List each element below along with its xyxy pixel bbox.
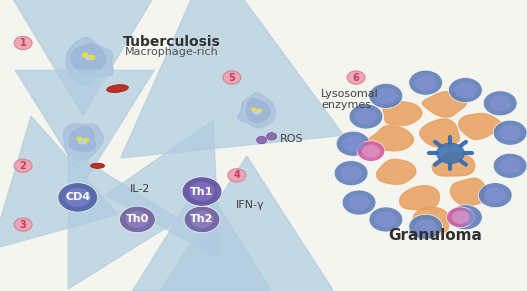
Ellipse shape	[91, 163, 104, 168]
Circle shape	[375, 211, 397, 228]
Circle shape	[334, 161, 368, 186]
Text: Tuberculosis: Tuberculosis	[123, 35, 221, 49]
Circle shape	[258, 109, 261, 112]
Polygon shape	[423, 92, 466, 117]
Circle shape	[348, 194, 370, 211]
Circle shape	[448, 205, 482, 230]
Polygon shape	[247, 99, 270, 123]
Ellipse shape	[253, 109, 260, 114]
Text: Lysosomal
enzymes: Lysosomal enzymes	[321, 89, 379, 110]
Polygon shape	[399, 186, 440, 210]
Circle shape	[77, 137, 82, 140]
Circle shape	[454, 82, 476, 98]
Circle shape	[357, 141, 385, 162]
Text: IL-2: IL-2	[130, 184, 151, 194]
Circle shape	[223, 71, 241, 84]
Polygon shape	[71, 44, 106, 74]
Circle shape	[90, 56, 95, 60]
Circle shape	[355, 109, 377, 125]
Circle shape	[415, 74, 436, 91]
Circle shape	[120, 206, 155, 233]
Circle shape	[342, 190, 376, 215]
Circle shape	[489, 95, 511, 111]
Circle shape	[448, 78, 482, 102]
Circle shape	[228, 169, 246, 182]
Circle shape	[252, 108, 256, 111]
Circle shape	[14, 159, 32, 172]
Polygon shape	[63, 124, 103, 161]
Circle shape	[454, 209, 476, 225]
Polygon shape	[368, 126, 414, 151]
Text: CD4: CD4	[65, 192, 91, 203]
Text: 6: 6	[353, 72, 359, 83]
Circle shape	[375, 88, 397, 104]
Circle shape	[342, 136, 364, 152]
Circle shape	[126, 211, 149, 228]
Text: 1: 1	[19, 38, 26, 48]
Circle shape	[184, 206, 220, 233]
Text: Th0: Th0	[126, 214, 149, 224]
Ellipse shape	[79, 139, 87, 144]
Polygon shape	[458, 113, 502, 139]
Text: ROS: ROS	[279, 134, 303, 143]
Polygon shape	[413, 207, 448, 235]
Circle shape	[446, 207, 474, 228]
Polygon shape	[238, 93, 276, 128]
Circle shape	[369, 84, 403, 109]
Circle shape	[369, 207, 403, 232]
Text: 2: 2	[19, 161, 26, 171]
Polygon shape	[383, 102, 422, 125]
Circle shape	[347, 71, 365, 84]
Circle shape	[65, 188, 91, 207]
Text: Th1: Th1	[190, 187, 213, 196]
Text: Th2: Th2	[190, 214, 213, 224]
Circle shape	[14, 36, 32, 50]
Circle shape	[451, 211, 470, 224]
Circle shape	[182, 177, 222, 206]
Polygon shape	[432, 152, 475, 176]
Ellipse shape	[86, 56, 93, 60]
Text: 4: 4	[233, 170, 240, 180]
Circle shape	[436, 143, 464, 164]
Text: Macrophage-rich: Macrophage-rich	[125, 47, 219, 57]
Circle shape	[499, 158, 521, 174]
Polygon shape	[69, 127, 95, 152]
Circle shape	[493, 153, 527, 178]
Circle shape	[190, 211, 213, 228]
Circle shape	[415, 219, 436, 235]
Text: 5: 5	[228, 72, 235, 83]
Circle shape	[257, 136, 267, 144]
Circle shape	[58, 183, 97, 212]
Circle shape	[409, 70, 443, 95]
Polygon shape	[419, 119, 460, 147]
Circle shape	[340, 165, 362, 181]
Circle shape	[82, 53, 87, 57]
Polygon shape	[66, 38, 113, 86]
Polygon shape	[377, 159, 416, 184]
Circle shape	[362, 144, 380, 158]
Circle shape	[409, 214, 443, 239]
Text: Granuloma: Granuloma	[388, 228, 483, 243]
Circle shape	[267, 133, 277, 140]
Circle shape	[483, 91, 517, 116]
Ellipse shape	[106, 85, 128, 93]
Polygon shape	[451, 178, 487, 206]
Text: IFN-γ: IFN-γ	[236, 200, 264, 210]
Circle shape	[84, 139, 88, 142]
Circle shape	[479, 183, 512, 208]
Circle shape	[484, 187, 506, 203]
Circle shape	[493, 120, 527, 145]
Circle shape	[189, 182, 215, 201]
Text: 3: 3	[19, 220, 26, 230]
Circle shape	[336, 131, 370, 156]
Circle shape	[499, 125, 521, 141]
Circle shape	[349, 104, 383, 129]
Circle shape	[14, 218, 32, 231]
